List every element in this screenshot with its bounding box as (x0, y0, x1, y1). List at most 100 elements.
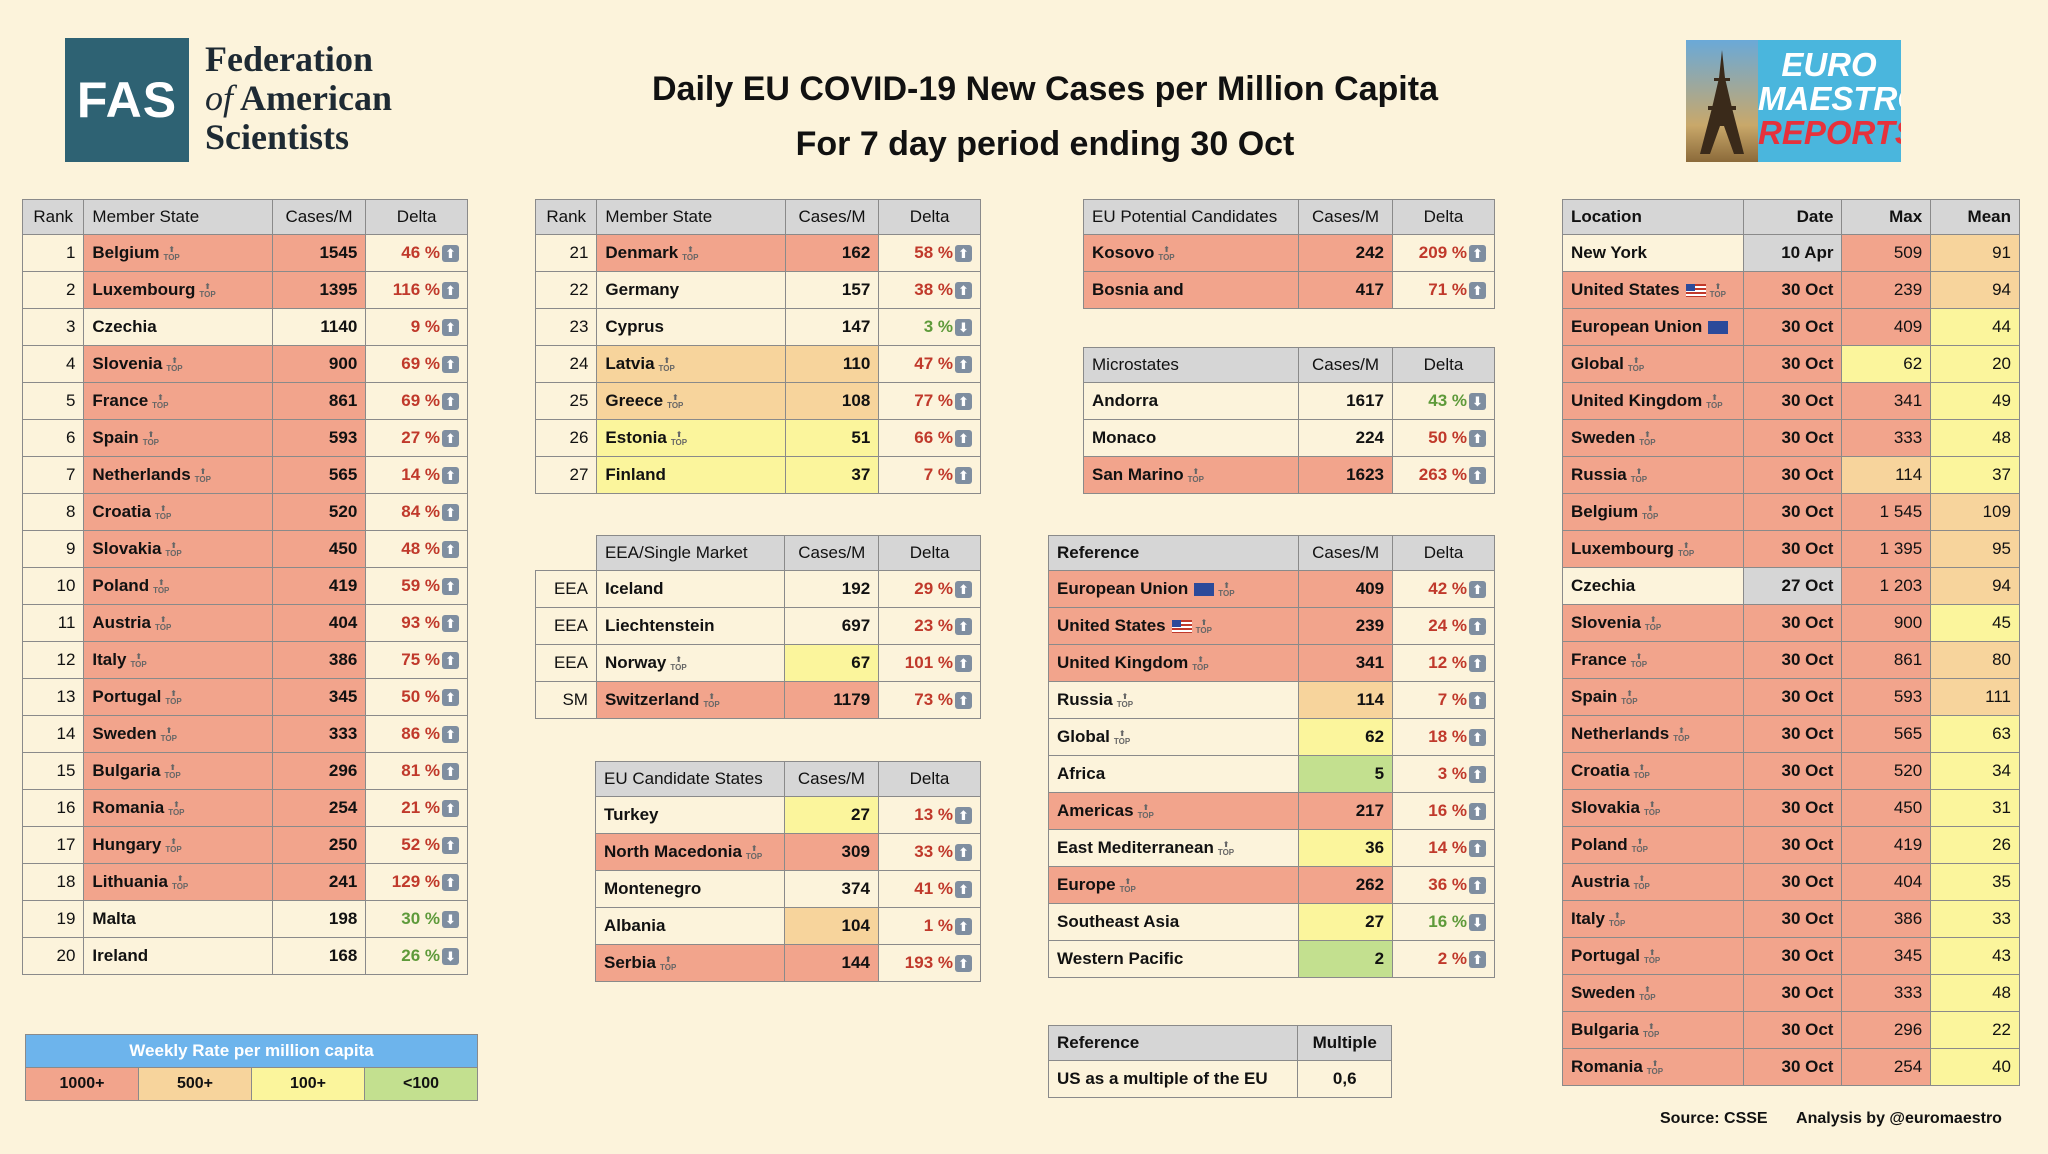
delta-value: 75 % ⬆ (365, 641, 468, 679)
delta-text: 46 % (401, 243, 440, 262)
top-icon: ⬆ TOP (1137, 802, 1154, 820)
peak-max: 450 (1841, 789, 1932, 827)
delta-text: 18 % (1428, 727, 1467, 746)
delta-value: 116 % ⬆ (365, 271, 468, 309)
cases-value: 37 (784, 456, 880, 494)
cases-value: 386 (271, 641, 367, 679)
cases-value: 417 (1298, 271, 1393, 309)
arrow-up-icon: ⬆ (442, 874, 459, 892)
peak-max: 254 (1841, 1048, 1932, 1086)
header-cases: Cases/M (271, 199, 367, 235)
top-icon: ⬆ TOP (165, 540, 182, 558)
state-name: Bosnia and (1082, 271, 1300, 309)
state-name: Russia ⬆ TOP (1047, 681, 1300, 719)
top-icon: ⬆ TOP (1218, 580, 1235, 598)
table-row: Turkey 27 13 % ⬆ (595, 796, 982, 834)
market-tag: SM (535, 681, 597, 719)
table-row: SM Switzerland ⬆ TOP 1179 73 % ⬆ (535, 681, 981, 719)
table-row: United Kingdom ⬆ TOP 30 Oct 341 49 (1562, 382, 2020, 420)
delta-value: 29 % ⬆ (878, 570, 981, 608)
state-name-text: Slovenia (1571, 613, 1641, 632)
state-name-text: Slovenia (92, 354, 163, 373)
state-name-text: Bulgaria (92, 761, 161, 780)
top-icon: ⬆ TOP (164, 762, 181, 780)
arrow-up-icon: ⬆ (442, 393, 459, 411)
peak-max: 1 545 (1841, 493, 1932, 531)
state-name: Austria ⬆ TOP (1562, 863, 1744, 901)
top-icon: ⬆ TOP (1609, 910, 1626, 928)
header-multiple: Multiple (1297, 1025, 1392, 1061)
peak-max: 565 (1841, 715, 1932, 753)
header-blank (535, 535, 597, 571)
header-member-state: Member State (83, 199, 273, 235)
arrow-up-icon: ⬆ (1469, 766, 1486, 784)
peak-date: 30 Oct (1742, 419, 1843, 457)
delta-value: 23 % ⬆ (878, 607, 981, 645)
header-delta: Delta (1391, 199, 1496, 235)
state-name: Sweden ⬆ TOP (1562, 419, 1744, 457)
potential-table: EU Potential Candidates Cases/M Delta Ko… (1082, 199, 1496, 309)
top-icon: ⬆ TOP (171, 873, 189, 891)
table-row: 8 Croatia ⬆ TOP 520 84 % ⬆ (21, 493, 468, 531)
state-name: Global ⬆ TOP (1047, 718, 1300, 756)
delta-value: 66 % ⬆ (878, 419, 981, 457)
table-row: European Union 30 Oct 409 44 (1562, 308, 2020, 346)
arrow-up-icon: ⬆ (1469, 692, 1486, 710)
state-name-text: Croatia (92, 502, 151, 521)
arrow-up-icon: ⬆ (955, 655, 972, 673)
state-name-text: New York (1571, 243, 1647, 262)
table-row: France ⬆ TOP 30 Oct 861 80 (1562, 641, 2020, 679)
state-name: Estonia ⬆ TOP (596, 419, 786, 457)
fas-logo: FAS (65, 38, 189, 162)
state-name: Slovakia ⬆ TOP (83, 530, 273, 568)
top-icon: ⬆ TOP (199, 281, 216, 299)
rank-value: 5 (21, 382, 85, 420)
arrow-up-icon: ⬆ (1469, 803, 1486, 821)
delta-text: 27 % (401, 428, 440, 447)
table-row: 11 Austria ⬆ TOP 404 93 % ⬆ (21, 604, 468, 642)
delta-value: 13 % ⬆ (877, 796, 982, 834)
state-name-text: Russia (1571, 465, 1627, 484)
state-name: Lithuania ⬆ TOP (83, 863, 273, 901)
cases-value: 1140 (271, 308, 367, 346)
fas-line1: Federation (205, 39, 373, 79)
state-name: Belgium ⬆ TOP (1562, 493, 1744, 531)
state-name: Global ⬆ TOP (1562, 345, 1744, 383)
state-name-text: European Union (1571, 317, 1703, 336)
top-icon: ⬆ TOP (1643, 947, 1661, 965)
eu-flag-icon (1708, 321, 1729, 335)
peak-mean: 94 (1930, 567, 2020, 605)
delta-value: 2 % ⬆ (1392, 940, 1495, 978)
state-name: Bulgaria ⬆ TOP (83, 752, 273, 790)
rank-value: 27 (534, 456, 598, 494)
state-name: Belgium ⬆ TOP (83, 234, 273, 272)
state-name: North Macedonia ⬆ TOP (595, 833, 785, 871)
delta-text: 23 % (914, 616, 953, 635)
cases-value: 242 (1298, 234, 1393, 272)
member-states-table-2: Rank Member State Cases/M Delta 21 Denmar… (534, 199, 981, 494)
cases-value: 5 (1298, 755, 1394, 793)
state-name: Italy ⬆ TOP (1562, 900, 1744, 938)
delta-text: 77 % (914, 391, 953, 410)
delta-text: 93 % (401, 613, 440, 632)
table-row: 5 France ⬆ TOP 861 69 % ⬆ (21, 382, 468, 420)
fas-name: Federation of American Scientists (205, 40, 392, 157)
arrow-up-icon: ⬆ (1469, 655, 1486, 673)
header-mean: Mean (1930, 199, 2020, 235)
state-name: Monaco (1082, 419, 1300, 457)
header-potential: EU Potential Candidates (1082, 199, 1300, 235)
cases-value: 198 (271, 900, 367, 938)
header-member-state: Member State (596, 199, 786, 235)
table-row: 4 Slovenia ⬆ TOP 900 69 % ⬆ (21, 345, 468, 383)
top-icon: ⬆ TOP (1644, 799, 1661, 817)
rank-value: 10 (21, 567, 85, 605)
cases-value: 1617 (1298, 382, 1393, 420)
peak-date: 30 Oct (1742, 271, 1843, 309)
state-name: France ⬆ TOP (1562, 641, 1744, 679)
rank-value: 16 (21, 789, 85, 827)
top-icon: ⬆ TOP (1113, 728, 1131, 746)
header-rank: Rank (534, 199, 598, 235)
top-icon: ⬆ TOP (166, 355, 183, 373)
state-name-text: Luxembourg (1571, 539, 1674, 558)
state-name-text: Portugal (1571, 946, 1640, 965)
